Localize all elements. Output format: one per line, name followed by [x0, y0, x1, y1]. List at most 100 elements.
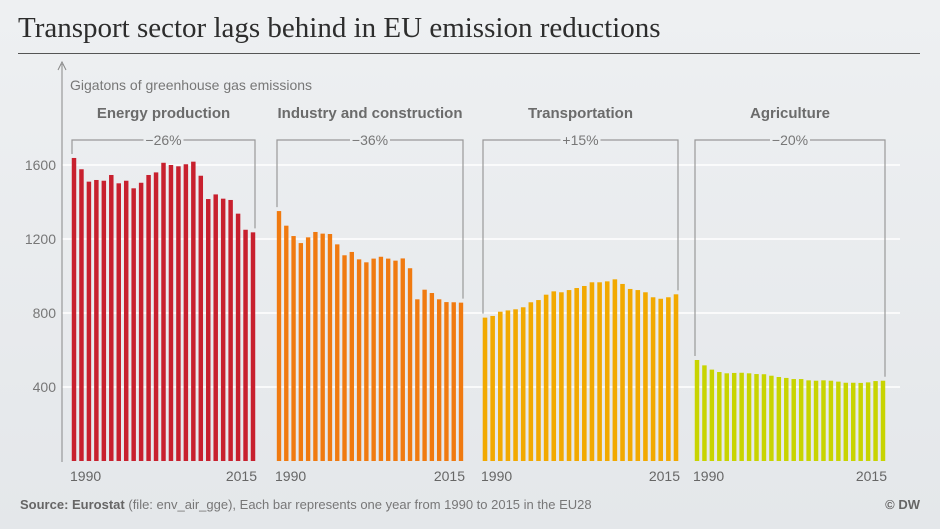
bar	[724, 373, 729, 461]
bar	[313, 231, 318, 461]
bar	[206, 199, 211, 462]
change-bracket	[694, 139, 886, 377]
bar	[109, 174, 114, 462]
panel-title: Agriculture	[750, 105, 830, 122]
y-tick-label: 400	[33, 379, 57, 395]
bar	[497, 311, 503, 461]
panel-agriculture: Agriculture −20% 1990 2015	[693, 105, 887, 484]
y-tick-label: 1200	[25, 231, 56, 247]
bar	[746, 373, 752, 461]
bar	[627, 288, 633, 461]
bar	[94, 179, 99, 462]
bar	[451, 302, 456, 461]
bar	[536, 300, 541, 461]
bar	[643, 292, 648, 461]
bar	[673, 294, 679, 461]
x-end-label: 2015	[649, 468, 680, 484]
bar	[146, 174, 151, 462]
x-start-label: 1990	[275, 468, 306, 484]
bar	[597, 282, 602, 461]
bar	[458, 302, 464, 461]
bar	[235, 213, 241, 461]
bar	[709, 369, 715, 461]
bar	[250, 232, 256, 461]
y-axis-arrow	[57, 60, 67, 71]
bar	[444, 302, 449, 461]
chart-title: Transport sector lags behind in EU emiss…	[18, 12, 661, 44]
bar	[422, 289, 427, 461]
panel-transportation: Transportation +15% 1990 2015	[481, 105, 680, 484]
bar	[71, 157, 77, 461]
bar	[702, 365, 707, 461]
bar	[769, 375, 774, 461]
bar	[505, 310, 511, 461]
bar	[865, 382, 871, 461]
change-label: +15%	[562, 132, 598, 148]
bar	[806, 380, 811, 461]
bar	[798, 379, 804, 461]
bar	[650, 297, 656, 461]
bar	[415, 299, 420, 461]
y-tick-label: 1600	[25, 157, 56, 173]
bar	[86, 181, 92, 461]
source-note: Source: Eurostat (file: env_air_gge), Ea…	[20, 497, 592, 512]
copyright: © DW	[885, 497, 920, 512]
bar	[513, 309, 518, 461]
bar	[400, 258, 405, 461]
title-divider	[18, 53, 920, 54]
bar	[364, 262, 369, 461]
panel-industry-and-construction: Industry and construction −36% 1990 2015	[275, 105, 465, 484]
bar	[161, 162, 166, 461]
change-label: −36%	[352, 132, 388, 148]
bar	[298, 243, 304, 461]
bar	[191, 161, 196, 462]
bar	[284, 225, 289, 461]
bar	[213, 194, 218, 462]
bar	[327, 234, 333, 461]
panel-title: Energy production	[97, 105, 230, 122]
bar	[784, 377, 789, 461]
x-start-label: 1990	[70, 468, 101, 484]
bar	[551, 291, 557, 461]
bar	[79, 169, 84, 461]
bar	[836, 381, 841, 461]
bar	[520, 307, 526, 461]
bar	[620, 283, 625, 461]
bar	[138, 182, 144, 461]
bar	[276, 211, 282, 461]
bar	[228, 199, 233, 461]
bar	[635, 290, 641, 461]
bar	[243, 229, 248, 461]
bar	[604, 281, 610, 461]
bar	[791, 379, 796, 461]
bar	[101, 180, 107, 461]
bar	[858, 382, 863, 461]
panel-title: Industry and construction	[277, 105, 462, 122]
bar	[589, 282, 595, 461]
bar	[176, 166, 181, 462]
bar	[574, 288, 579, 461]
change-bracket	[482, 139, 679, 314]
bar	[843, 382, 849, 461]
change-bracket	[276, 139, 464, 299]
bar	[386, 258, 391, 461]
x-end-label: 2015	[434, 468, 465, 484]
bar	[349, 251, 354, 461]
bar	[731, 372, 737, 461]
bar	[828, 380, 834, 461]
change-label: −20%	[772, 132, 808, 148]
bar	[482, 317, 488, 461]
bar	[291, 236, 296, 461]
bar	[717, 372, 722, 461]
panel-energy-production: Energy production −26% 1990 2015	[70, 105, 257, 484]
bar	[566, 290, 572, 461]
change-label: −26%	[145, 132, 181, 148]
bar	[407, 268, 413, 461]
bar	[612, 279, 618, 461]
bar	[543, 294, 549, 461]
bar	[153, 172, 159, 461]
bar	[168, 165, 174, 461]
source-label: Source: Eurostat	[20, 497, 125, 512]
bar	[582, 285, 587, 461]
